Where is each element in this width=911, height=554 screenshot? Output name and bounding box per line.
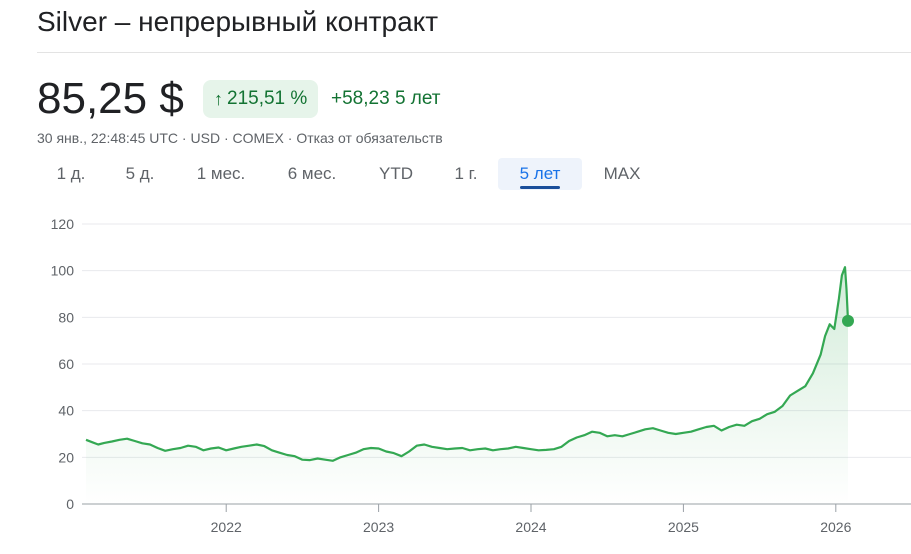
tab-label: 5 д. — [125, 164, 155, 183]
change-percent-badge: ↑ 215,51 % — [203, 80, 319, 118]
x-tick-label: 2026 — [820, 519, 851, 535]
series-area-fill — [86, 267, 848, 504]
disclaimer-link[interactable]: Отказ от обязательств — [296, 130, 443, 146]
y-tick-label: 20 — [58, 449, 74, 465]
tab-1-year[interactable]: 1 г. — [444, 158, 488, 190]
change-period: 5 лет — [394, 88, 441, 109]
title-divider — [37, 52, 911, 53]
y-tick-label: 60 — [58, 356, 74, 372]
current-price: 85,25 $ — [37, 74, 184, 123]
x-tick-label: 2023 — [363, 519, 394, 535]
x-tick-label: 2025 — [668, 519, 699, 535]
tab-max[interactable]: MAX — [593, 158, 651, 190]
tab-6-months[interactable]: 6 мес. — [277, 158, 347, 190]
tab-label: MAX — [603, 164, 641, 183]
change-percent-value: 215,51 % — [227, 88, 308, 109]
x-axis-ticks: 2022 2023 2024 2025 2026 — [211, 504, 852, 535]
arrow-up-icon: ↑ — [214, 88, 223, 109]
quote-timestamp: 30 янв., 22:48:45 UTC — [37, 130, 179, 146]
tab-5-days[interactable]: 5 д. — [115, 158, 165, 190]
quote-exchange: COMEX — [232, 130, 284, 146]
tab-label: 5 лет — [519, 164, 561, 183]
quote-meta: 30 янв., 22:48:45 UTC · USD · COMEX · От… — [37, 130, 443, 146]
change-absolute: +58,23 5 лет — [331, 88, 441, 110]
tab-label: YTD — [379, 164, 413, 183]
tab-ytd[interactable]: YTD — [370, 158, 422, 190]
meta-separator: · — [178, 130, 191, 146]
y-axis-ticks: 0 20 40 60 80 100 120 — [51, 216, 75, 512]
tab-label: 1 г. — [454, 164, 478, 183]
y-tick-label: 100 — [51, 263, 75, 279]
meta-separator: · — [220, 130, 233, 146]
y-tick-label: 80 — [58, 309, 74, 325]
x-tick-label: 2022 — [211, 519, 242, 535]
x-tick-label: 2024 — [515, 519, 546, 535]
quote-currency: USD — [190, 130, 221, 146]
y-tick-label: 120 — [51, 216, 75, 232]
tab-1-day[interactable]: 1 д. — [47, 158, 95, 190]
y-tick-label: 40 — [58, 403, 74, 419]
meta-separator: · — [283, 130, 297, 146]
page-title: Silver – непрерывный контракт — [37, 6, 439, 37]
price-chart[interactable]: 0 20 40 60 80 100 120 2022 2023 2024 2025 2026 — [0, 200, 911, 554]
y-tick-label: 0 — [66, 496, 74, 512]
change-absolute-value: +58,23 — [331, 88, 390, 109]
active-tab-indicator — [520, 186, 560, 189]
tab-label: 6 мес. — [287, 164, 337, 183]
tab-1-month[interactable]: 1 мес. — [187, 158, 255, 190]
tab-5-years[interactable]: 5 лет — [498, 158, 582, 190]
tab-label: 1 д. — [56, 164, 86, 183]
series-line — [85, 266, 850, 462]
last-price-marker — [842, 314, 854, 327]
tab-label: 1 мес. — [196, 164, 246, 183]
